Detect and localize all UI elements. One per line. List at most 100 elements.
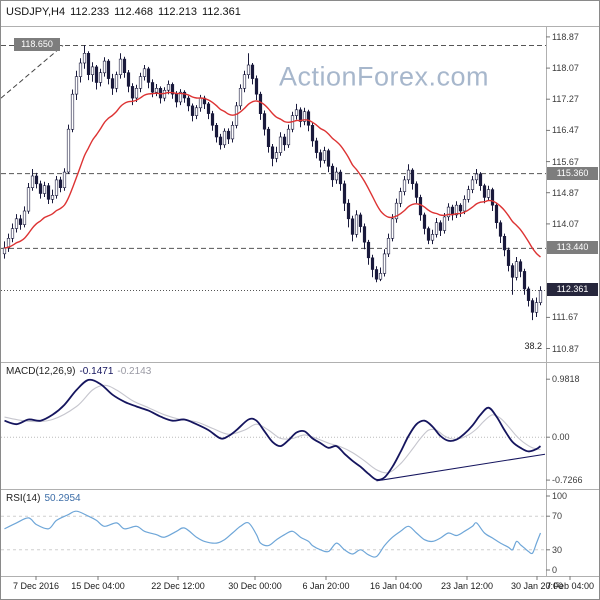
candle-body bbox=[110, 78, 115, 89]
candle-body bbox=[294, 109, 299, 116]
candle-body bbox=[378, 273, 383, 280]
candle-body bbox=[310, 125, 315, 142]
candle-body bbox=[494, 204, 499, 223]
candle-body bbox=[206, 103, 211, 114]
candle-body bbox=[50, 195, 55, 200]
candle-body bbox=[366, 241, 371, 259]
candle-body bbox=[314, 140, 319, 153]
candle-body bbox=[458, 204, 463, 212]
macd-signal-line bbox=[4, 384, 541, 474]
candle-body bbox=[386, 238, 391, 255]
candle-body bbox=[54, 179, 59, 196]
candle-body bbox=[434, 222, 439, 235]
candle-body bbox=[342, 183, 347, 204]
candle-body bbox=[510, 265, 515, 278]
candle-body bbox=[390, 218, 395, 239]
candle-body bbox=[446, 206, 451, 218]
candle-body bbox=[538, 290, 543, 303]
candle-body bbox=[426, 228, 431, 241]
rsi-title: RSI(14) bbox=[6, 493, 41, 504]
candle-body bbox=[186, 97, 191, 107]
moving-average-line bbox=[4, 91, 541, 258]
candle-body bbox=[274, 152, 279, 159]
rsi-indicator-label: RSI(14) 50.2954 bbox=[6, 493, 85, 504]
candle-body bbox=[94, 66, 99, 83]
candle-body bbox=[130, 86, 135, 99]
candle-body bbox=[334, 171, 339, 181]
candle-body bbox=[278, 136, 283, 153]
candle-body bbox=[178, 91, 183, 103]
macd-signal-value: -0.2143 bbox=[117, 366, 152, 377]
candle-body bbox=[18, 218, 23, 225]
fib-38-2-label: 38.2 bbox=[524, 341, 542, 351]
candle-body bbox=[114, 74, 119, 89]
candle-body bbox=[230, 125, 235, 140]
candle-body bbox=[154, 88, 159, 93]
candle-body bbox=[406, 169, 411, 181]
candle-body bbox=[190, 105, 195, 116]
candle-body bbox=[66, 128, 71, 173]
candle-body bbox=[46, 185, 51, 200]
candle-body bbox=[370, 257, 375, 270]
candle-body bbox=[70, 93, 75, 130]
candle-body bbox=[30, 175, 35, 188]
ohlc-high-value: 112.468 bbox=[114, 6, 154, 18]
candle-body bbox=[122, 58, 127, 73]
candle-body bbox=[518, 261, 523, 272]
candle-body bbox=[174, 93, 179, 103]
candle-body bbox=[402, 179, 407, 192]
candle-body bbox=[26, 187, 31, 212]
candle-body bbox=[526, 288, 531, 301]
candle-body bbox=[102, 60, 107, 74]
candle-body bbox=[246, 64, 251, 75]
candle-body bbox=[346, 202, 351, 220]
candle-body bbox=[226, 130, 231, 140]
candle-body bbox=[262, 113, 267, 130]
candle-body bbox=[234, 105, 239, 126]
ohlc-open-value: 112.233 bbox=[70, 6, 110, 18]
macd-title: MACD(12,26,9) bbox=[6, 366, 76, 377]
candle-body bbox=[534, 302, 539, 313]
candle-body bbox=[374, 269, 379, 280]
candle-body bbox=[198, 97, 203, 109]
candle-body bbox=[514, 261, 519, 278]
candle-body bbox=[34, 175, 39, 185]
candle-body bbox=[258, 93, 263, 114]
candle-body bbox=[470, 179, 475, 190]
candle-body bbox=[298, 109, 303, 122]
candle-body bbox=[74, 76, 79, 95]
macd-panel bbox=[1, 378, 546, 482]
price-level-lines bbox=[1, 45, 546, 291]
candle-body bbox=[62, 171, 67, 189]
candle-body bbox=[302, 111, 307, 122]
symbol-ohlc-header: USDJPY,H4 112.233 112.468 112.213 112.361 bbox=[6, 6, 246, 18]
rsi-line bbox=[4, 510, 542, 558]
ohlc-close-value: 112.361 bbox=[201, 6, 241, 18]
candle-body bbox=[362, 226, 367, 243]
candle-body bbox=[530, 300, 535, 313]
candle-body bbox=[254, 78, 259, 95]
macd-support-trendline bbox=[376, 453, 546, 482]
candle-body bbox=[14, 218, 19, 229]
candle-body bbox=[490, 189, 495, 206]
candle-body bbox=[482, 185, 487, 198]
candle-body bbox=[82, 52, 87, 64]
candle-body bbox=[42, 185, 47, 194]
candle-body bbox=[98, 72, 103, 83]
candle-body bbox=[58, 179, 63, 188]
candle-body bbox=[146, 68, 151, 83]
candle-body bbox=[418, 197, 423, 216]
candle-body bbox=[138, 76, 143, 89]
candle-body bbox=[354, 214, 359, 235]
candle-body bbox=[150, 82, 155, 93]
macd-main-line bbox=[4, 378, 542, 481]
candle-body bbox=[474, 173, 479, 181]
candle-body bbox=[438, 222, 443, 231]
candle-body bbox=[410, 169, 415, 185]
candle-body bbox=[454, 204, 459, 216]
candle-body bbox=[422, 214, 427, 229]
macd-indicator-label: MACD(12,26,9) -0.1471 -0.2143 bbox=[6, 366, 155, 377]
candle-body bbox=[218, 136, 223, 146]
